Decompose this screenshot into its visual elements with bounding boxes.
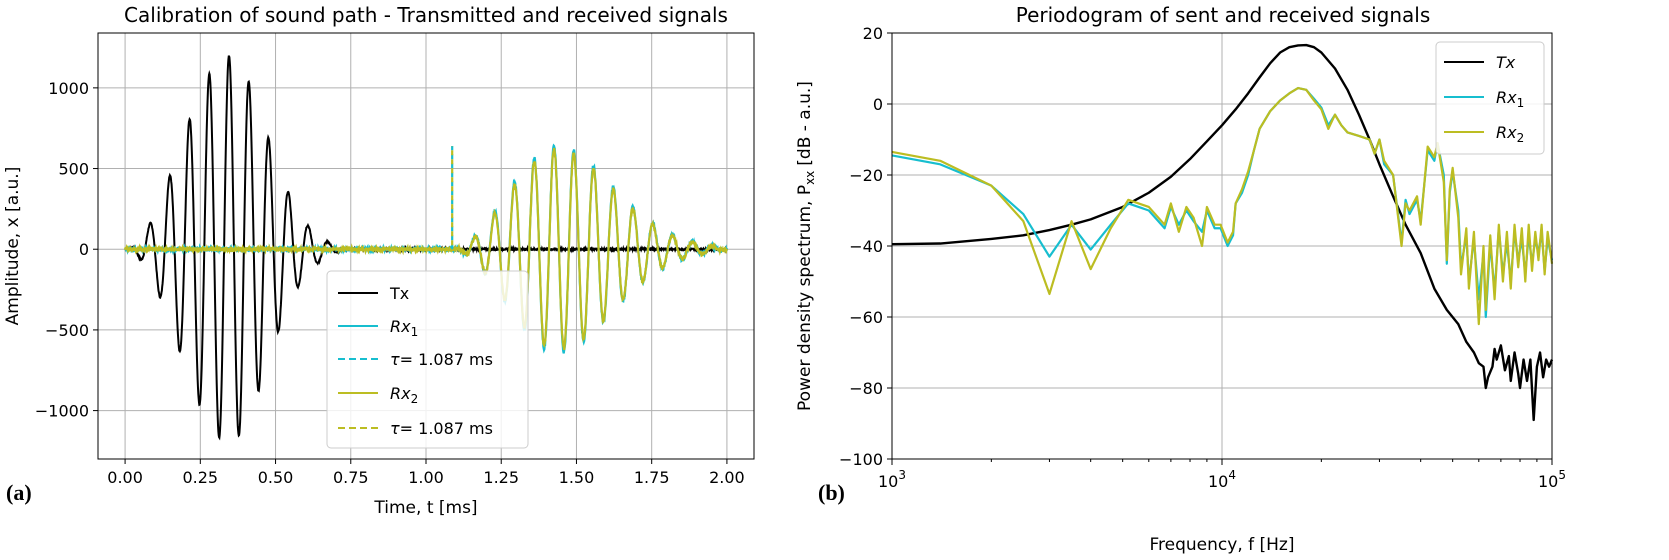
chart-a-xtick-label: 0.75 [333,468,369,487]
chart-a: Calibration of sound path - Transmitted … [3,3,755,518]
chart-a-xtick-label: 1.25 [483,468,519,487]
chart-a-ytick-label: 1000 [48,79,89,98]
chart-a-xtick-label: 0.25 [182,468,218,487]
chart-a-xtick-label: 0.00 [107,468,143,487]
legend-a-rx1-label: Rx1 [390,317,418,339]
chart-b-xtick-label: 103 [878,468,906,491]
chart-a-ytick-label: 0 [79,240,89,259]
chart-b-legend-box [1435,41,1545,155]
chart-a-series-rx2 [123,147,728,351]
chart-b-ytick-label: 20 [863,24,883,43]
chart-a-ylabel: Amplitude, x [a.u.] [3,167,23,326]
panel-label-a: (a) [6,480,32,505]
chart-a-ytick-label: 500 [58,160,89,179]
legend-a-tau2-label: τ= 1.087 ms [390,419,493,438]
chart-a-title: Calibration of sound path - Transmitted … [124,3,728,27]
legend-b-rx1-label: Rx1 [1496,88,1524,110]
chart-b-ytick-label: −60 [849,308,883,327]
chart-b-ylabel: Power density spectrum, Pxx[dB - a.u.] [795,81,817,411]
chart-a-legend: Tx Rx1 τ= 1.087 ms Rx2 τ= 1.087 ms [326,270,529,449]
chart-b-title: Periodogram of sent and received signals [1016,3,1431,27]
chart-a-xtick-label: 0.50 [258,468,294,487]
chart-a-ytick-label: −500 [45,321,89,340]
chart-b-series-rx2 [891,86,1554,326]
legend-b-rx2-label: Rx2 [1496,123,1524,145]
chart-b-ytick-label: −20 [849,166,883,185]
chart-a-xlabel: Time, t [ms] [373,498,477,518]
chart-a-xtick-label: 1.50 [559,468,595,487]
legend-a-rx2-label: Rx2 [390,384,418,406]
chart-b-legend: Tx Rx1 Rx2 [1435,41,1545,155]
chart-b-series-tx [891,43,1554,422]
chart-a-ytick-label: −1000 [35,402,89,421]
chart-b-xtick-label: 104 [1208,468,1236,491]
chart-b-xtick-label: 105 [1538,468,1566,491]
legend-b-tx-label: Tx [1496,53,1516,72]
chart-b-ytick-label: −40 [849,237,883,256]
chart-a-legend-box [326,270,529,449]
legend-a-tx-label: Tx [389,284,409,303]
chart-b-ytick-label: −100 [839,450,883,469]
chart-b-ytick-label: 0 [873,95,883,114]
legend-a-tau1-label: τ= 1.087 ms [390,350,493,369]
panel-label-b: (b) [818,480,845,505]
chart-b: Periodogram of sent and received signals… [795,3,1566,555]
chart-a-xtick-label: 1.75 [634,468,670,487]
chart-a-xtick-label: 1.00 [408,468,444,487]
chart-b-xlabel: Frequency, f [Hz] [1150,535,1295,555]
chart-a-xtick-label: 2.00 [709,468,745,487]
chart-b-ytick-label: −80 [849,379,883,398]
